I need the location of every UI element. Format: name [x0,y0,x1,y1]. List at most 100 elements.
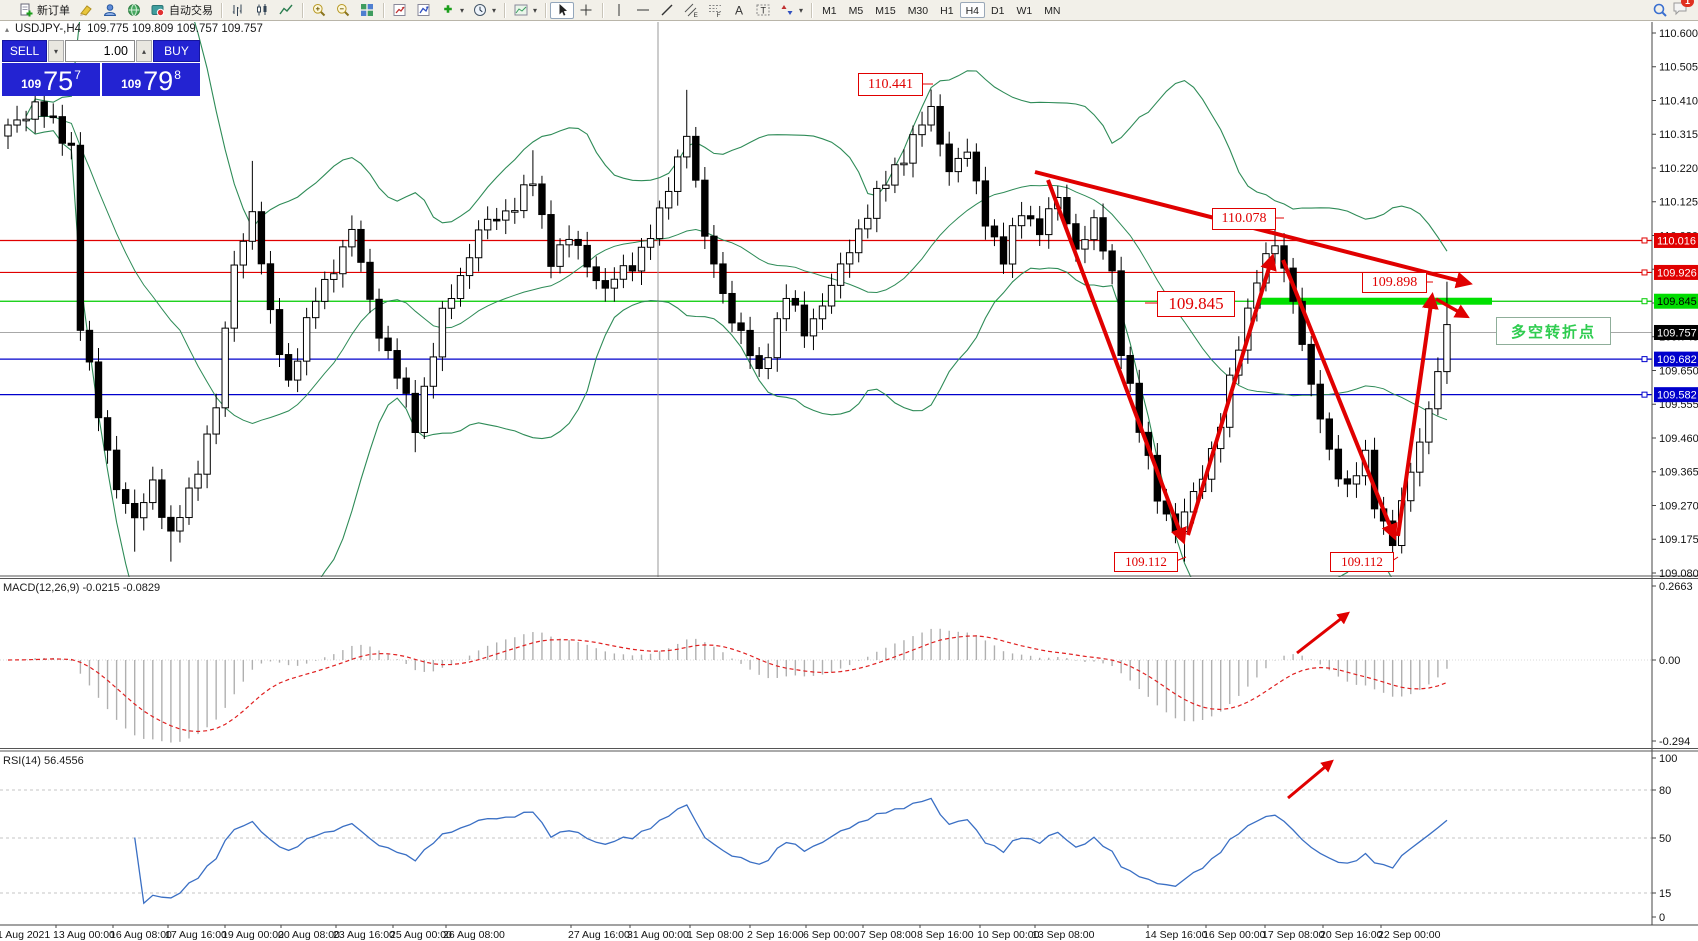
sell-price-pip: 7 [74,68,81,82]
axis-colored-label: 109.582 [1657,390,1697,402]
axis-price-label: 110.315 [1659,129,1698,141]
candle-body [185,487,193,519]
buy-price-pip: 8 [174,68,181,82]
fibonacci-button[interactable]: F [703,2,727,19]
candle-body [420,385,429,434]
bars-icon [230,2,246,18]
candle-body [1334,448,1343,480]
sell-price-prefix: 109 [21,77,42,91]
timeframe-mn[interactable]: MN [1044,5,1061,17]
autotrade-button[interactable]: 自动交易 [146,2,217,19]
candle-body [583,244,591,268]
candle-body [76,144,85,331]
search-button[interactable] [1648,2,1672,19]
bollinger-bands [25,22,1448,577]
indicator-list-button[interactable] [412,2,436,19]
timeframe-h4[interactable]: H4 [959,2,985,18]
candle-body [556,244,564,267]
sell-price-big: 75 [43,66,74,96]
level-line-handle [1641,391,1648,398]
line-chart-button[interactable] [274,2,298,19]
volume-decrease-button[interactable]: ▾ [48,40,64,62]
indicators-button[interactable] [388,2,412,19]
price-axis: 110.600 110.505 110.410 110.315 110.220 110.1… [1652,28,1698,924]
rsi-line [134,797,1448,905]
candle-body [592,266,600,282]
axis-colored-label-bg [1654,387,1698,403]
timeframe-m30[interactable]: M30 [907,5,929,17]
volume-increase-button[interactable]: ▴ [136,40,152,62]
cursor-button[interactable] [550,1,575,19]
candle-body [827,284,836,307]
text-button[interactable]: A [727,2,751,19]
timeframe-m1[interactable]: M1 [822,5,837,17]
trend-arrow [1287,759,1334,800]
linechart-icon [278,2,294,18]
candle-body [339,246,347,275]
sell-button[interactable]: SELL [2,40,47,62]
candle-body [429,356,438,387]
new-order-button[interactable]: 新订单 [14,2,74,19]
time-axis-label: 23 Aug 16:00 [333,929,395,941]
candle-body [1443,324,1451,373]
macd-indicator [0,628,1652,743]
trend-arrow [1046,179,1187,545]
buy-button[interactable]: BUY [153,40,200,62]
candle-body [755,355,763,370]
candle-chart-button[interactable] [250,2,274,19]
bar-chart-button[interactable] [226,2,250,19]
add-indicator-button[interactable]: ▾ [436,2,468,19]
notifications-button[interactable]: 1 [1672,0,1694,21]
zoom-out-button[interactable] [331,2,355,19]
rsi-name: RSI(14) [3,755,41,767]
crosshair-button[interactable] [574,2,598,19]
timeframe-m15[interactable]: M15 [875,5,896,17]
highlight-button[interactable] [74,2,98,19]
axis-price-label: 109.175 [1659,534,1698,546]
axis-price-label: 109.460 [1659,433,1698,445]
svg-text:T: T [761,6,767,16]
trendline-button[interactable] [655,2,679,19]
candle-body [230,264,238,329]
candle-body [538,183,546,216]
axis-colored-label: 109.926 [1657,267,1697,279]
candle-body [239,240,248,266]
rsi-indicator [0,789,1652,905]
candle-body [502,210,510,221]
shapes-icon [779,2,795,18]
channel-icon: E [683,2,699,19]
profile-button[interactable] [98,2,122,19]
candle-body [737,322,745,331]
axis-price-label: 109.080 [1659,568,1698,580]
collapse-triangle-icon[interactable]: ▴ [5,24,10,34]
timeframe-w1[interactable]: W1 [1016,5,1033,17]
shapes-button[interactable]: ▾ [775,2,807,19]
timeframe-m5[interactable]: M5 [848,5,864,17]
buy-price-prefix: 109 [121,77,142,91]
candle-body [701,179,709,237]
candle-body [1298,300,1306,345]
axis-price-label: 110.410 [1659,95,1698,107]
time-axis-label: 10 Sep 00:00 [977,929,1040,941]
candle-body [1126,355,1134,384]
candle-body [384,337,392,352]
network-button[interactable] [122,2,146,19]
hline-button[interactable] [631,2,655,19]
timeframe-h1[interactable]: H1 [940,5,954,17]
new-chart-button[interactable]: ▾ [509,2,541,19]
candle-body [818,305,827,320]
label-button[interactable]: T [751,2,775,19]
zoom-in-button[interactable] [307,2,331,19]
zoomout-icon [335,2,351,18]
volume-input[interactable] [65,40,135,62]
tile-windows-button[interactable] [355,2,379,19]
candle-body [158,479,166,518]
channel-button[interactable]: E [679,2,703,19]
candle-body [800,304,809,337]
periods-button[interactable]: ▾ [468,2,500,19]
vline-button[interactable] [607,2,631,19]
timeframe-d1[interactable]: D1 [991,5,1005,17]
axis-colored-label: 109.682 [1657,354,1697,366]
